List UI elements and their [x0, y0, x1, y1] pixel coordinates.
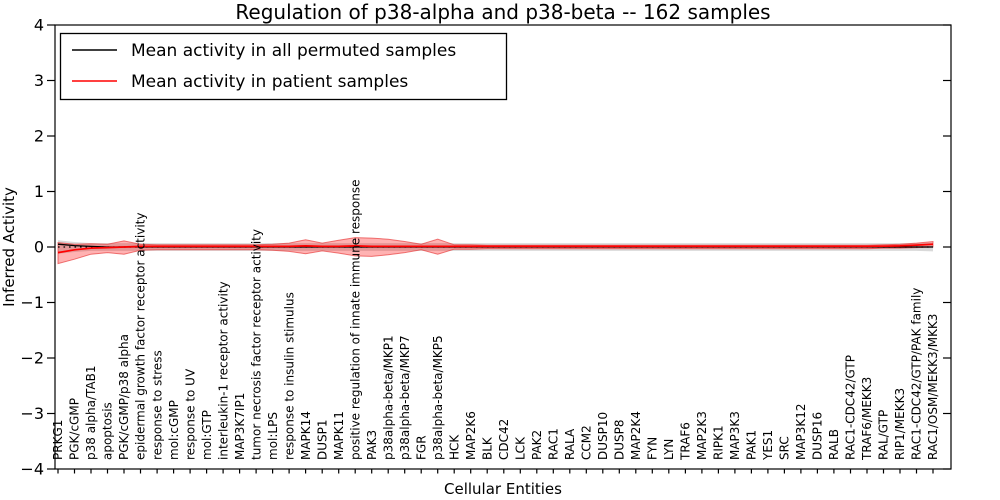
x-tick-label: DUSP16 — [811, 412, 825, 460]
x-tick-label: PAK1 — [745, 430, 759, 460]
x-tick-label: FYN — [646, 437, 660, 460]
x-axis-tick-labels: PRKG1 PGK/cGMP p38 alpha/TAB1 apoptosis PGK/… — [51, 180, 940, 461]
y-tick-label: −3 — [20, 404, 44, 423]
x-tick-label: response to insulin stimulus — [282, 292, 296, 460]
x-tick-label: SRC — [778, 436, 792, 460]
y-tick-label: −2 — [20, 349, 44, 368]
x-tick-label: PRKG1 — [51, 420, 65, 460]
x-tick-label: RALB — [827, 429, 841, 460]
x-tick-label: interleukin-1 receptor activity — [216, 281, 230, 460]
x-tick-label: RIPK1 — [712, 425, 726, 460]
chart-title: Regulation of p38-alpha and p38-beta -- … — [235, 0, 770, 24]
x-tick-label: positive regulation of innate immune res… — [348, 180, 362, 460]
x-tick-label: PAK3 — [365, 430, 379, 460]
y-tick-label: −4 — [20, 460, 44, 479]
x-tick-label: DUSP8 — [613, 419, 627, 460]
x-tick-label: response to UV — [183, 368, 197, 460]
x-tick-label: FGR — [414, 435, 428, 460]
y-axis-ticks: 4 3 2 1 0 −1 −2 −3 −4 — [20, 16, 951, 479]
x-tick-label: RAC1-CDC42/GTP/PAK family — [910, 288, 924, 460]
x-tick-label: DUSP1 — [315, 419, 329, 460]
y-axis-title: Inferred Activity — [0, 187, 18, 307]
x-tick-label: HCK — [447, 434, 461, 460]
x-tick-label: tumor necrosis factor receptor activity — [249, 229, 263, 460]
x-axis-title: Cellular Entities — [444, 480, 562, 498]
x-tick-label: CDC42 — [497, 419, 511, 460]
y-tick-label: −1 — [20, 293, 44, 312]
y-tick-label: 3 — [34, 71, 44, 90]
x-tick-label: MAPK14 — [299, 411, 313, 460]
patient-mean-line — [57, 243, 934, 254]
legend-label-permuted: Mean activity in all permuted samples — [131, 41, 456, 61]
x-tick-label: MAPK11 — [332, 411, 346, 460]
x-tick-label: BLK — [480, 436, 494, 460]
y-tick-label: 4 — [34, 16, 44, 35]
x-tick-label: RIP1/MEKK3 — [893, 388, 907, 460]
x-tick-label: RAC1/OSM/MEKK3/MKK3 — [926, 314, 940, 460]
y-tick-label: 1 — [34, 182, 44, 201]
x-tick-label: mol:GTP — [200, 410, 214, 460]
legend-box — [59, 32, 508, 101]
x-tick-label: MAP2K6 — [464, 411, 478, 460]
x-tick-label: RALA — [563, 428, 577, 460]
x-tick-label: MAP2K4 — [629, 411, 643, 460]
x-tick-label: MAP2K3 — [695, 411, 709, 460]
y-tick-label: 2 — [34, 127, 44, 146]
x-tick-label: p38alpha-beta/MKP1 — [381, 335, 395, 460]
x-tick-label: TRAF6 — [679, 422, 693, 461]
x-tick-label: LYN — [662, 439, 676, 460]
x-tick-label: RAC1 — [547, 428, 561, 460]
x-tick-label: PAK2 — [530, 430, 544, 460]
x-tick-label: apoptosis — [101, 402, 115, 460]
x-tick-label: MAP3K3 — [728, 411, 742, 460]
x-tick-label: PGK/cGMP — [68, 398, 82, 460]
x-tick-label: RAC1-CDC42/GTP — [844, 355, 858, 460]
x-tick-label: p38alpha-beta/MKP7 — [398, 335, 412, 460]
x-tick-label: response to stress — [150, 350, 164, 460]
y-tick-label: 0 — [34, 238, 44, 257]
x-tick-label: p38alpha-beta/MKP5 — [431, 335, 445, 460]
x-tick-label: YES1 — [761, 430, 775, 461]
x-tick-label: MAP3K12 — [794, 403, 808, 460]
legend-label-patient: Mean activity in patient samples — [131, 72, 408, 92]
x-tick-label: TRAF6/MEKK3 — [860, 377, 874, 461]
x-tick-label: RAL/GTP — [877, 410, 891, 460]
x-tick-label: CCM2 — [580, 425, 594, 460]
x-tick-label: DUSP10 — [596, 412, 610, 460]
x-tick-label: LCK — [514, 436, 528, 460]
x-axis-ticks — [57, 469, 934, 474]
x-tick-label: epidermal growth factor receptor activit… — [134, 213, 148, 460]
x-tick-label: p38 alpha/TAB1 — [84, 366, 98, 460]
x-tick-label: mol:cGMP — [167, 400, 181, 460]
x-tick-label: mol:LPS — [266, 412, 280, 460]
x-tick-label: MAP3K7IP1 — [233, 393, 247, 460]
x-tick-label: PGK/cGMP/p38 alpha — [117, 334, 131, 460]
legend: Mean activity in all permuted samples Me… — [59, 32, 508, 101]
